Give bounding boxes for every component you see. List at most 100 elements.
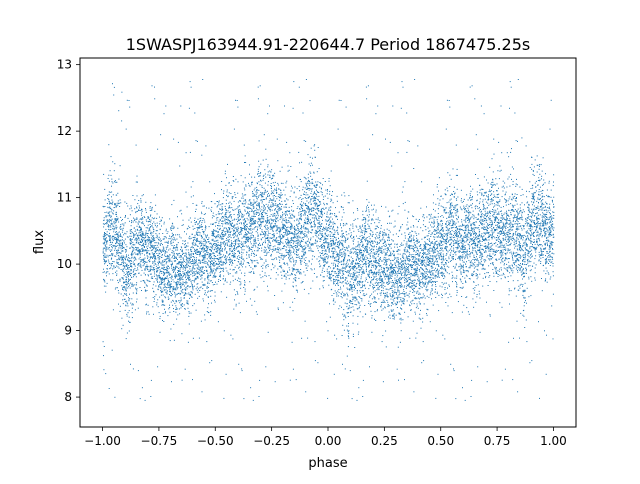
data-point	[222, 270, 224, 272]
data-point	[296, 249, 298, 251]
data-point	[217, 201, 219, 202]
data-point	[208, 312, 210, 314]
data-point	[209, 280, 211, 282]
data-point	[190, 253, 192, 255]
data-point	[150, 232, 152, 234]
data-point	[203, 214, 205, 215]
data-point	[244, 236, 246, 238]
data-point	[304, 247, 306, 249]
data-point	[307, 187, 309, 189]
data-point	[265, 176, 267, 178]
data-point	[122, 268, 124, 270]
data-point	[141, 195, 143, 197]
data-point	[147, 280, 149, 282]
data-point	[158, 285, 160, 287]
data-point	[226, 227, 227, 229]
data-point	[179, 275, 181, 277]
data-point	[170, 243, 172, 245]
data-point	[137, 263, 139, 264]
data-point	[222, 212, 224, 214]
data-point	[268, 241, 270, 243]
data-point	[286, 198, 288, 200]
data-point	[244, 162, 245, 163]
data-point	[236, 223, 238, 225]
data-point	[292, 243, 294, 245]
data-point	[144, 246, 145, 248]
data-point	[196, 264, 198, 266]
data-point	[277, 182, 279, 184]
data-point	[283, 262, 285, 264]
data-point	[154, 255, 156, 257]
data-point	[301, 226, 303, 228]
data-point	[253, 242, 255, 244]
data-point	[159, 270, 161, 272]
data-point	[296, 269, 298, 271]
data-point	[210, 209, 212, 211]
data-point	[276, 232, 278, 234]
data-point	[270, 218, 272, 220]
data-point	[265, 191, 267, 193]
data-point	[188, 292, 190, 294]
data-point	[251, 250, 253, 252]
data-point	[140, 265, 142, 267]
data-point	[304, 320, 306, 322]
data-point	[260, 180, 262, 182]
data-point	[151, 277, 153, 279]
data-point	[194, 112, 196, 114]
data-point	[169, 285, 171, 287]
data-point	[194, 222, 196, 224]
data-point	[249, 219, 251, 221]
data-point	[162, 246, 164, 248]
data-point	[296, 289, 298, 291]
data-point	[103, 220, 105, 221]
data-point	[127, 267, 129, 269]
data-point	[220, 268, 222, 270]
data-point	[230, 262, 232, 264]
data-point	[277, 229, 279, 231]
data-point	[271, 199, 273, 201]
data-point	[195, 257, 197, 259]
data-point	[169, 286, 171, 288]
data-point	[160, 291, 162, 293]
data-point	[203, 255, 205, 257]
data-point	[213, 262, 215, 264]
data-point	[165, 246, 167, 248]
data-point	[181, 261, 183, 263]
data-point	[220, 243, 222, 245]
data-point	[189, 260, 191, 262]
data-point	[253, 202, 255, 204]
data-point	[216, 243, 217, 245]
data-point	[136, 232, 137, 234]
data-point	[213, 275, 215, 276]
data-point	[204, 248, 206, 249]
data-point	[291, 225, 293, 227]
data-point	[108, 273, 110, 275]
data-point	[135, 276, 137, 278]
data-point	[239, 269, 241, 271]
data-point	[286, 234, 288, 236]
data-point	[201, 268, 203, 270]
data-point	[164, 279, 165, 281]
data-point	[156, 253, 158, 254]
data-point	[138, 239, 140, 241]
data-point	[246, 246, 248, 248]
data-point	[228, 234, 229, 236]
data-point	[152, 235, 154, 237]
data-point	[131, 220, 133, 222]
data-point	[277, 308, 279, 310]
data-point	[175, 307, 177, 309]
data-point	[273, 190, 275, 192]
data-point	[124, 293, 125, 295]
data-point	[198, 222, 200, 224]
data-point	[303, 140, 305, 142]
data-point	[235, 197, 237, 198]
data-point	[277, 196, 279, 198]
data-point	[129, 239, 131, 241]
data-point	[112, 161, 114, 163]
data-point	[150, 257, 151, 259]
data-point	[143, 237, 145, 239]
data-point	[108, 261, 110, 263]
data-point	[195, 278, 197, 280]
data-point	[133, 244, 135, 246]
data-point	[305, 252, 307, 254]
